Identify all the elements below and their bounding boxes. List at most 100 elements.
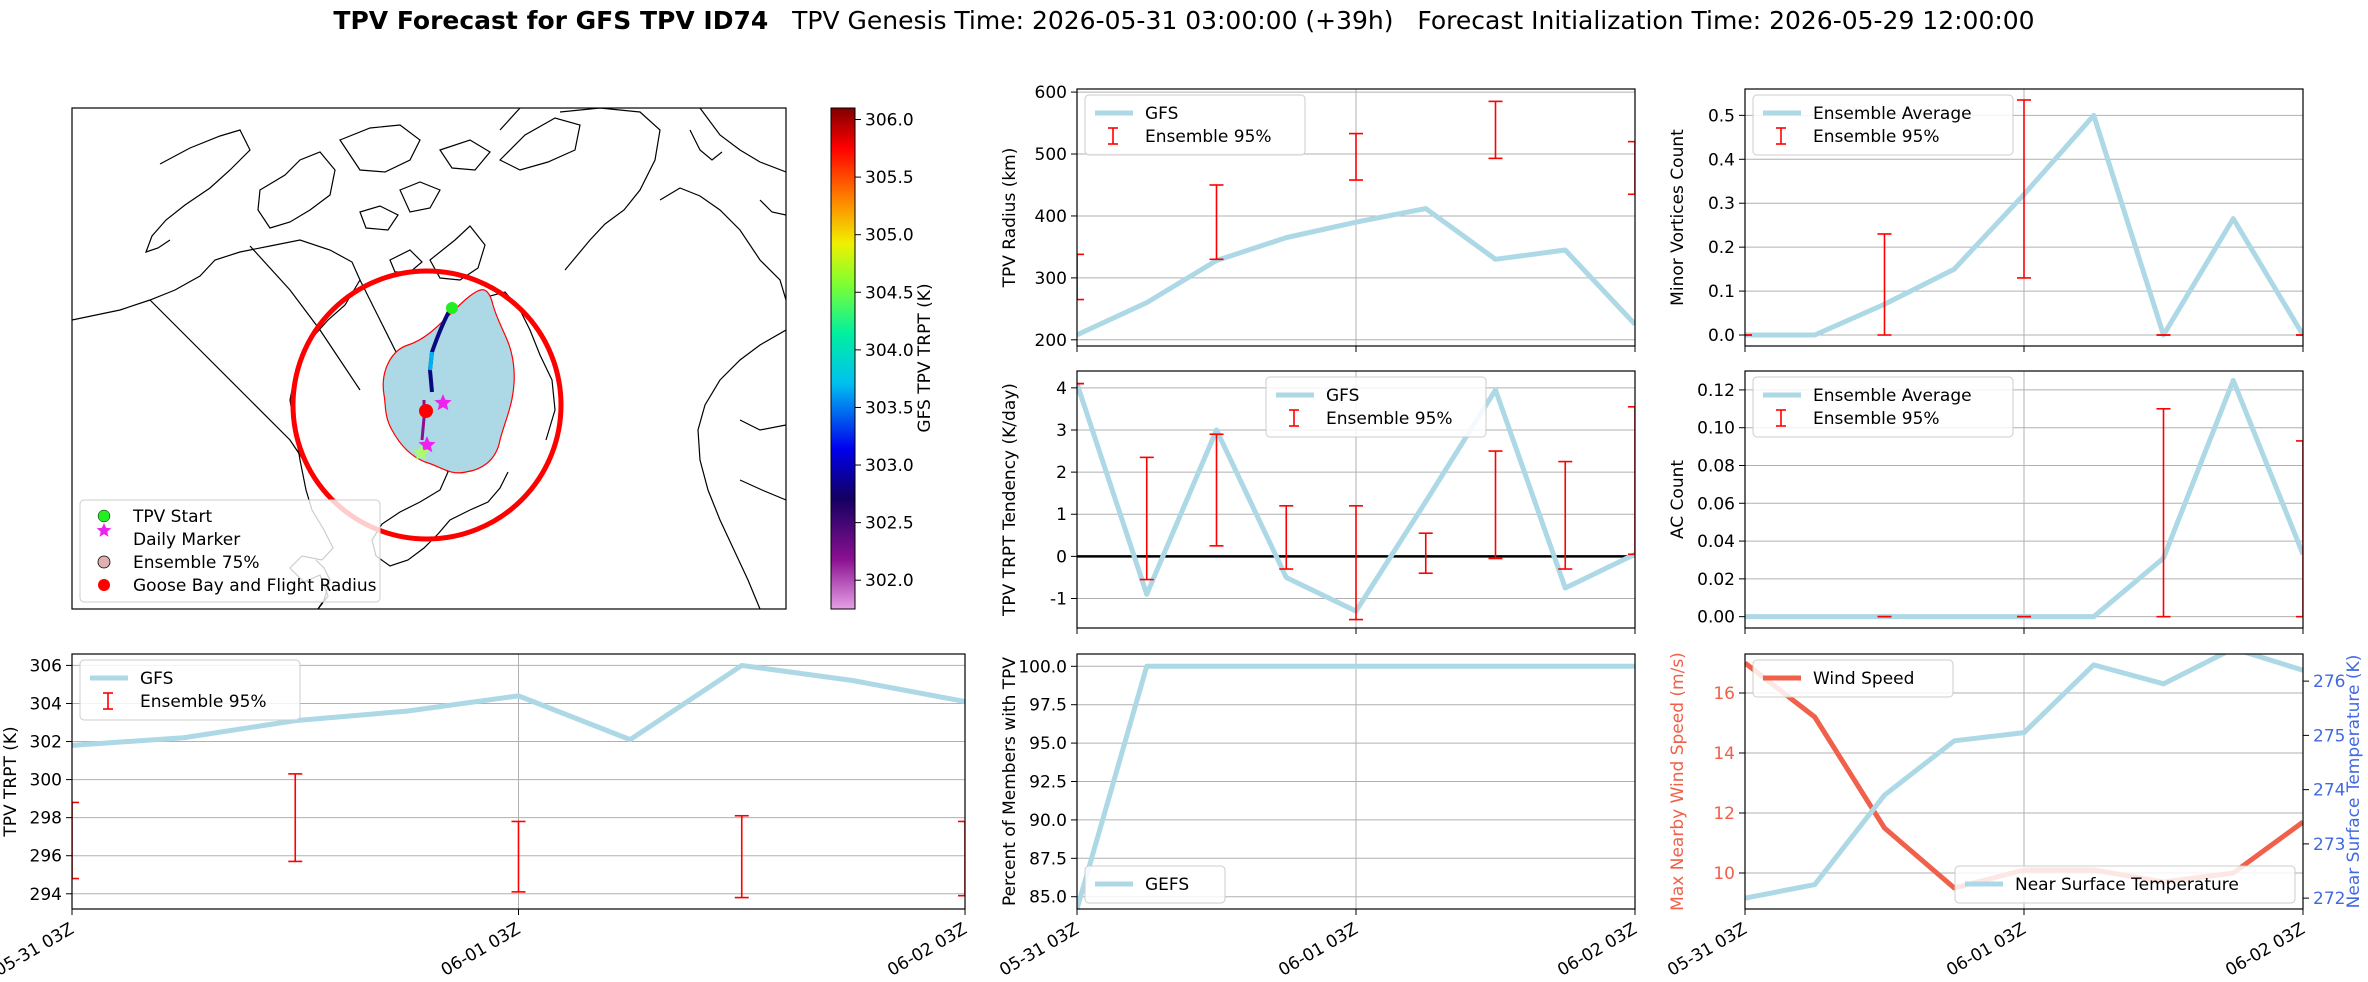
colorbar-tick-label: 306.0 — [865, 111, 914, 131]
errorbar — [1418, 532, 1433, 575]
x-tick-label: 06-02 03Z — [884, 919, 970, 980]
legend: Near Surface Temperature — [1954, 865, 2296, 904]
colorbar-tick-label: 305.0 — [865, 226, 914, 246]
radius-chart: 200 300 400 500 600 TPV Radius (km) GFS Ensembl… — [1000, 83, 1636, 352]
flight-radius-circle — [290, 268, 564, 542]
errorbar — [1877, 233, 1892, 336]
legend-label: Near Surface Temperature — [2015, 875, 2239, 895]
errorbar — [72, 801, 79, 880]
legend-label: GFS — [140, 669, 173, 689]
radius-frame — [1076, 88, 1636, 347]
y-tick-label: 298 — [30, 809, 62, 829]
errorbar — [1139, 456, 1154, 581]
tendency-chart: -1 0 1 2 3 4 TPV TRPT Tendency (K/day) GFS Ensem… — [1000, 370, 1636, 634]
x-tick-label: 06-01 03Z — [438, 919, 524, 980]
y-tick-label: 304 — [30, 694, 62, 714]
y-tick-label: 200 — [1035, 331, 1067, 351]
legend: Wind Speed — [1752, 659, 1954, 698]
percent-chart: 85.0 87.5 90.0 92.5 95.0 97.5 100.0 05-31 03Z 06… — [996, 653, 1641, 981]
x-tick-label: 06-02 03Z — [1554, 919, 1640, 980]
y-tick-label: 0.0 — [1708, 326, 1735, 346]
y-tick-label: 12 — [1713, 804, 1735, 824]
y-tick-label: 600 — [1035, 83, 1067, 103]
y-tick-label: 0.00 — [1697, 608, 1735, 628]
legend-label: GEFS — [1145, 875, 1189, 895]
errorbar — [2296, 440, 2303, 618]
minor-frame — [1744, 88, 2304, 347]
y-tick-label: 90.0 — [1029, 811, 1067, 831]
errorbar — [1349, 505, 1363, 621]
y-right-tick-label: 275 — [2313, 726, 2345, 746]
legend-goose-bay-icon — [98, 579, 110, 591]
errorbar — [734, 814, 749, 899]
genesis-time: TPV Genesis Time: 2026-05-31 03:00:00 (+… — [792, 6, 1394, 35]
y-tick-label: 92.5 — [1029, 773, 1067, 793]
percent-plot-area — [1077, 654, 1635, 909]
errorbar — [958, 820, 965, 897]
radius-plot-area — [1077, 89, 1635, 346]
tendency-marks — [1077, 382, 1635, 621]
legend-label: Ensemble 95% — [1813, 409, 1940, 429]
y-right-tick-label: 276 — [2313, 672, 2345, 692]
series-line — [1745, 112, 2303, 338]
legend: GFS Ensemble 95% — [79, 659, 301, 721]
y-right-tick-label: 272 — [2313, 889, 2345, 909]
errorbar — [1488, 450, 1503, 560]
ac-frame — [1744, 370, 2304, 629]
series-line — [1745, 654, 2303, 901]
legend-tpv-start: TPV Start — [132, 507, 213, 527]
percent-frame — [1076, 653, 1636, 910]
colorbar-tick-label: 302.5 — [865, 514, 914, 534]
y-tick-label: 294 — [30, 885, 62, 905]
trpt-plot-area — [72, 654, 965, 909]
tendency-frame — [1076, 370, 1636, 629]
radius-marks — [1077, 100, 1635, 338]
colorbar-tick-label: 304.0 — [865, 341, 914, 361]
legend-label: Ensemble Average — [1813, 104, 1972, 124]
tendency-plot-area — [1077, 371, 1635, 628]
y-tick-label: 0.2 — [1708, 238, 1735, 258]
errorbar — [1558, 460, 1573, 570]
y-tick-label: 16 — [1713, 684, 1735, 704]
y-tick-label: 3 — [1056, 421, 1067, 441]
wind_temp-chart: 10 12 14 16 05-31 03Z 06-01 03Z 06-02 03Z Max N… — [1664, 652, 2364, 980]
errorbar — [2156, 407, 2171, 618]
y-tick-label: 0.04 — [1697, 532, 1735, 552]
y-tick-label: 97.5 — [1029, 696, 1067, 716]
x-tick-label: 06-02 03Z — [2222, 919, 2308, 980]
colorbar-ticks: 306.0 305.5 305.0 304.5 304.0 303.5 303.0 302.5… — [855, 111, 914, 591]
x-tick-label: 05-31 03Z — [0, 919, 78, 980]
minor-plot-area — [1745, 89, 2303, 346]
init-time: Forecast Initialization Time: 2026-05-29… — [1417, 6, 2035, 35]
y-axis-label: Max Nearby Wind Speed (m/s) — [1668, 652, 1688, 911]
daily-marker-star — [412, 444, 430, 461]
errorbar — [2017, 99, 2031, 279]
series-line — [1077, 382, 1635, 614]
series-line — [72, 662, 965, 748]
wind_temp-plot-area — [1745, 654, 2303, 909]
colorbar-tick-label: 305.5 — [865, 168, 914, 188]
legend-goose-bay: Goose Bay and Flight Radius — [133, 576, 377, 596]
y-tick-label: 302 — [30, 733, 62, 753]
errorbar — [1209, 184, 1224, 261]
colorbar-label: GFS TPV TRPT (K) — [915, 283, 935, 432]
colorbar-tick-label: 302.0 — [865, 571, 914, 591]
legend-label: Wind Speed — [1813, 669, 1914, 689]
y-tick-label: 0.02 — [1697, 570, 1735, 590]
legend: Ensemble Average Ensemble 95% — [1752, 376, 2014, 438]
y-axis-label: AC Count — [1668, 460, 1688, 539]
coastlines — [72, 108, 786, 609]
ac-plot-area — [1745, 371, 2303, 628]
minor-marks — [1745, 99, 2303, 338]
y-tick-label: 14 — [1713, 744, 1735, 764]
y-axis-label: TPV Radius (km) — [1000, 148, 1020, 289]
legend-label: Ensemble 95% — [1145, 127, 1272, 147]
y-tick-label: -1 — [1050, 590, 1067, 610]
legend-label: Ensemble Average — [1813, 386, 1972, 406]
y-tick-label: 0.08 — [1697, 456, 1735, 476]
wind_temp-frame — [1744, 653, 2304, 910]
legend-label: Ensemble 95% — [140, 692, 267, 712]
tpv-start-marker — [446, 302, 458, 314]
y-tick-label: 1 — [1056, 505, 1067, 525]
minor-chart: 0.0 0.1 0.2 0.3 0.4 0.5 Minor Vortices Count En… — [1668, 88, 2304, 352]
